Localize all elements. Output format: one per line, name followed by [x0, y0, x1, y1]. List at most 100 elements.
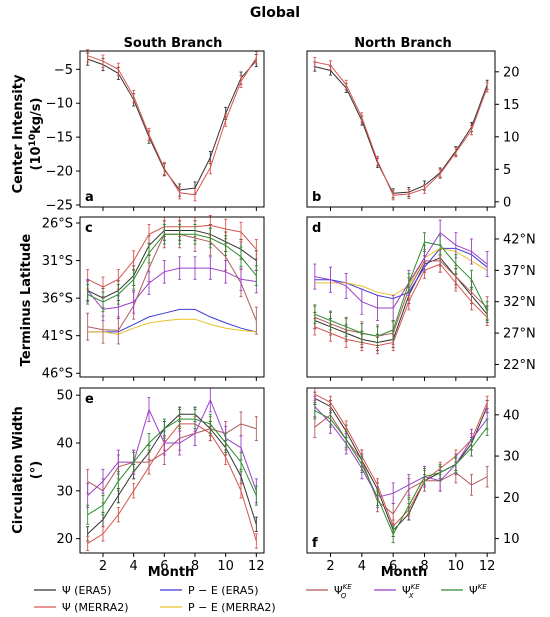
series-psi_ke: [313, 232, 489, 347]
y-tick-label: 42°N: [503, 232, 536, 247]
series-psi_q: [86, 411, 258, 504]
axes-frame: [79, 50, 265, 208]
panel-label-d: d: [312, 221, 321, 236]
series-line-pe_era5: [87, 308, 257, 333]
y-tick-label: 30: [503, 450, 520, 465]
ylabel-intensity-unit-b: kg/s): [29, 98, 44, 134]
series-line-merra2: [87, 224, 257, 288]
panel-c: 26°S 31°S 36°S 41°S 46°S c: [42, 215, 265, 382]
legend-item: ΨKE: [441, 583, 487, 597]
series-line-psi_x: [314, 231, 488, 309]
y-tick-label: 40: [56, 437, 73, 452]
series-era5: [313, 249, 489, 352]
x-tick-label: 12: [479, 559, 496, 574]
x-tick-label: 10: [217, 559, 234, 574]
series-merra2: [86, 215, 258, 298]
axes-frame: [79, 387, 265, 554]
series-line-psi_ke: [87, 233, 257, 303]
series-merra2: [313, 57, 489, 201]
series-merra2: [313, 387, 489, 533]
legend-label: ΨKE X: [402, 583, 420, 600]
y-tick-label: 30: [56, 484, 73, 499]
y-tick-label: 50: [56, 389, 73, 404]
y-tick-label: −5: [54, 63, 73, 78]
panel-label-f: f: [312, 536, 318, 551]
legend-label: Ψ (MERRA2): [62, 601, 129, 614]
y-tick-label: 5: [503, 163, 511, 178]
y-tick-label: −10: [46, 97, 73, 112]
x-tick-label: 4: [358, 559, 366, 574]
series-line-era5: [87, 58, 257, 191]
series-line-psi_x: [87, 267, 257, 310]
y-tick-label: −15: [46, 131, 73, 146]
y-tick-label: 27°N: [503, 327, 536, 342]
y-tick-label: 36°S: [42, 292, 73, 307]
y-tick-label: 32°N: [503, 295, 536, 310]
legend-label: P − E (MERRA2): [188, 601, 276, 614]
ylabel-intensity-unit-a: (10: [29, 146, 44, 170]
series-pe_era5: [87, 308, 257, 333]
panel-b: 0 5 10 15 20 b: [306, 50, 520, 211]
series-era5: [313, 391, 489, 537]
panel-f: 2 4 6 8 10 12 10 20 30 40 f: [306, 387, 520, 574]
series-line-era5: [87, 230, 257, 299]
legend-item: P − E (ERA5): [160, 584, 259, 597]
panel-label-b: b: [312, 190, 321, 205]
series-line-psi_q: [87, 423, 257, 492]
panel-d: 22°N 27°N 32°N 37°N 42°N d: [306, 216, 536, 381]
legend-item: ΨKE X: [374, 583, 420, 600]
x-tick-label: 6: [160, 559, 168, 574]
figure-title: Global: [250, 5, 300, 21]
y-tick-label: −20: [46, 165, 73, 180]
series-line-merra2: [314, 393, 488, 528]
y-tick-label: 41°S: [42, 329, 73, 344]
y-tick-label: 22°N: [503, 358, 536, 373]
series-pe_merra2: [87, 318, 257, 335]
ylabel-intensity-name: Center Intensity: [11, 74, 26, 193]
y-tick-label: 26°S: [42, 217, 73, 232]
series-psi_q: [313, 249, 489, 348]
series-line-pe_merra2: [87, 318, 257, 335]
axes-frame: [306, 50, 496, 208]
y-tick-label: −25: [46, 198, 73, 213]
row-ylabel-intensity: Center Intensity: [11, 74, 26, 193]
series-line-merra2: [314, 61, 488, 196]
series-psi_ke: [86, 224, 258, 313]
row-ylabel-terminus: Terminus Latitude: [19, 234, 34, 367]
panels: −5 −10 −15 −20 −25 a 0 5 10 15 20 b 26°S 31°S 36°S 41°S…: [42, 49, 536, 574]
series-line-psi_ke: [314, 410, 488, 536]
x-tick-label: 12: [248, 559, 265, 574]
y-tick-label: 31°S: [42, 254, 73, 269]
axes-frame: [306, 387, 496, 554]
series-line-merra2: [87, 423, 257, 544]
x-tick-label: 8: [420, 559, 428, 574]
y-tick-label: 20: [503, 491, 520, 506]
legend-item: P − E (MERRA2): [160, 601, 276, 614]
x-tick-label: 2: [326, 559, 334, 574]
series-psi_x: [86, 387, 258, 509]
series-line-era5: [87, 413, 257, 535]
xlabel-north: Month: [381, 565, 428, 580]
y-tick-label: 10: [503, 532, 520, 547]
y-tick-label: 20: [503, 65, 520, 80]
legend-label: ΨKE Q: [334, 583, 352, 600]
y-tick-label: 40: [503, 408, 520, 423]
column-title-south: South Branch: [124, 36, 223, 51]
panel-label-c: c: [85, 221, 93, 236]
series-line-psi_x: [87, 398, 257, 496]
panel-label-e: e: [85, 392, 94, 407]
y-tick-label: 10: [503, 130, 520, 145]
series-line-psi_q: [314, 260, 488, 337]
legend-item: Ψ (MERRA2): [34, 601, 129, 614]
row-ylabel-width: Circulation Width: [11, 406, 26, 534]
series-psi_x: [313, 395, 489, 509]
axes-frame: [306, 216, 496, 378]
series-psi_ke: [313, 401, 489, 544]
series-merra2: [86, 49, 258, 202]
row-ylabel-width-unit: (°): [29, 461, 44, 479]
x-tick-label: 2: [99, 559, 107, 574]
series-line-psi_ke: [87, 418, 257, 516]
x-tick-label: 6: [389, 559, 397, 574]
axes-frame: [79, 216, 265, 378]
y-tick-label: 0: [503, 195, 511, 210]
